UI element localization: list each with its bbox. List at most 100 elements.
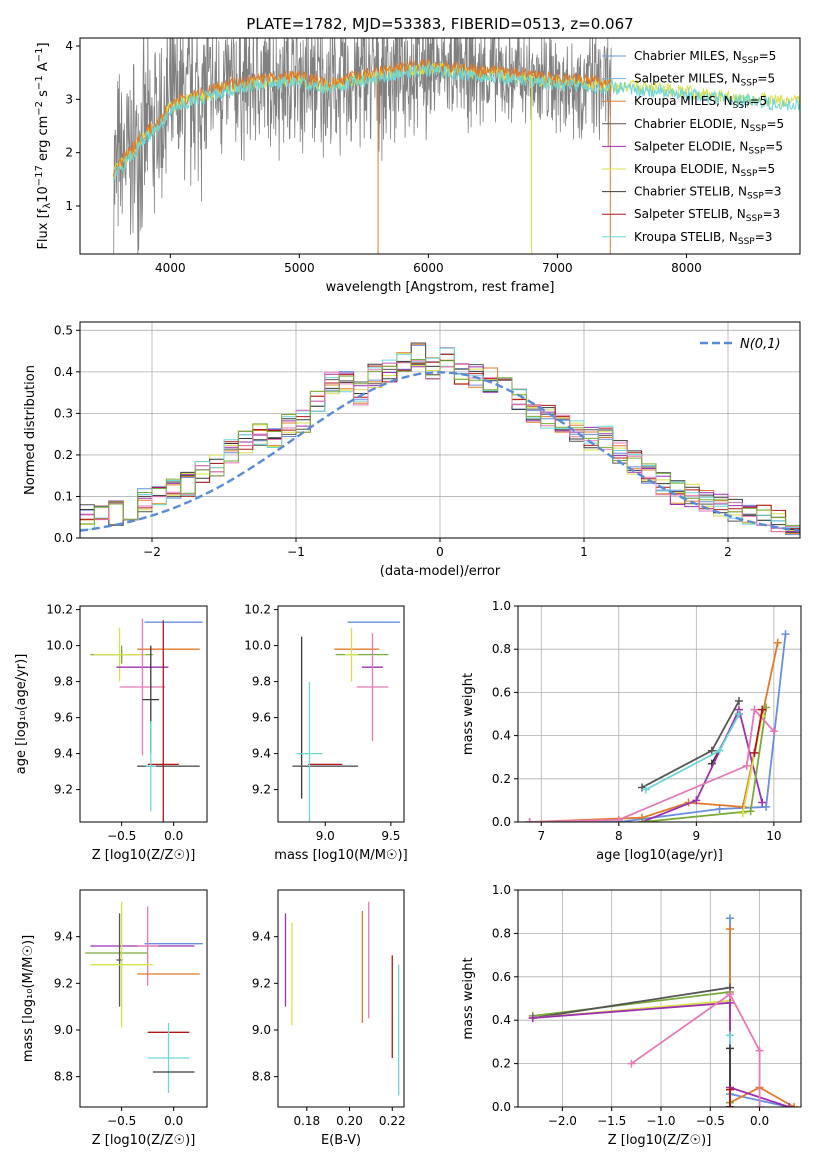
x-tick-label: 2 bbox=[724, 545, 732, 559]
y-tick-label: 4 bbox=[65, 39, 73, 53]
y-tick-label: 9.6 bbox=[252, 711, 271, 725]
axes-frame bbox=[517, 889, 802, 1108]
y-tick-label: 8.8 bbox=[252, 1070, 271, 1084]
mass-weight-marker bbox=[755, 1103, 764, 1107]
y-tick-label: 1.0 bbox=[492, 599, 511, 613]
x-tick-label: −1 bbox=[287, 545, 305, 559]
x-tick-label: 9.0 bbox=[316, 829, 335, 843]
x-tick-label: −0.5 bbox=[696, 1114, 725, 1128]
normal-curve bbox=[80, 371, 800, 532]
mass-weight-marker bbox=[614, 815, 623, 822]
residual-histogram bbox=[80, 342, 800, 533]
spectrum-panel: 4000 5000 6000 7000 8000 1 2 3 4 wavelength [Angs… bbox=[34, 37, 801, 295]
mass-weight-marker bbox=[790, 1103, 799, 1107]
y-tick-label: 10.2 bbox=[244, 603, 271, 617]
model-spectrum bbox=[113, 62, 800, 183]
mass-weight-marker bbox=[692, 796, 701, 805]
x-tick-label: 8 bbox=[615, 829, 623, 843]
legend-entry: Salpeter ELODIE, NSSP=5 bbox=[634, 139, 783, 156]
mass-weight-marker bbox=[726, 925, 735, 934]
plot-area bbox=[528, 914, 799, 1107]
x-axis-label: E(B-V) bbox=[321, 1133, 361, 1148]
residuals-panel: −2 −1 0 1 2 0.0 0.1 0.2 0.3 0.4 0.5 (data-model)/er… bbox=[23, 321, 801, 579]
x-tick-label: −1.5 bbox=[597, 1114, 626, 1128]
mass-weight-marker bbox=[525, 818, 534, 822]
y-axis-label: Normed distribution bbox=[23, 365, 38, 495]
x-tick-label: 6000 bbox=[413, 261, 444, 275]
residual-histogram bbox=[80, 353, 800, 536]
residual-histogram bbox=[80, 343, 800, 535]
mass-weight-marker bbox=[641, 785, 650, 794]
x-tick-label: 8000 bbox=[671, 261, 702, 275]
mass-weight-marker bbox=[734, 697, 743, 706]
x-tick-label: 5000 bbox=[284, 261, 315, 275]
mass-weight-marker bbox=[758, 705, 767, 714]
mass-weight-marker bbox=[738, 809, 747, 818]
mass-weight-line bbox=[630, 992, 761, 1107]
mass-weight-marker bbox=[742, 761, 751, 770]
mass-weight-marker bbox=[528, 1014, 537, 1023]
mass-weight-marker bbox=[715, 746, 724, 755]
mass-weight-line bbox=[529, 707, 775, 822]
y-tick-label: 10.2 bbox=[46, 603, 73, 617]
y-tick-label: 0.4 bbox=[54, 365, 73, 379]
x-axis-label: Z [log10(Z/Z☉)] bbox=[608, 1133, 712, 1148]
y-tick-label: 9.8 bbox=[252, 675, 271, 689]
y-tick-label: 0.1 bbox=[54, 489, 73, 503]
y-tick-label: 9.4 bbox=[252, 930, 271, 944]
mass-weight-line bbox=[729, 929, 795, 1107]
axes-frame bbox=[79, 321, 801, 539]
y-tick-label: 8.8 bbox=[54, 1070, 73, 1084]
y-tick-label: 10.0 bbox=[244, 639, 271, 653]
age_vs_mass-panel: 9.0 9.5 9.2 9.4 9.6 9.8 10.0 10.2 mass [log10(M/… bbox=[244, 603, 407, 863]
y-tick-label: 0.6 bbox=[492, 685, 511, 699]
mass_weight_vs_Z-panel: −2.0 −1.5 −1.0 −0.5 0.0 0.0 0.2 0.4 0.6 0.8 1.0 Z [… bbox=[461, 883, 802, 1148]
legend-entry: Chabrier STELIB, NSSP=3 bbox=[634, 185, 782, 202]
age_vs_Z-panel: −0.5 0.0 9.2 9.4 9.6 9.8 10.0 10.2 Z [log10(Z/Z☉… bbox=[14, 603, 208, 863]
plot-area bbox=[80, 342, 800, 536]
axes-frame bbox=[277, 889, 405, 1108]
legend-entry: Salpeter MILES, NSSP=5 bbox=[634, 72, 775, 89]
y-tick-label: 9.2 bbox=[252, 976, 271, 990]
y-tick-label: 3 bbox=[65, 92, 73, 106]
y-tick-label: 0.0 bbox=[492, 1100, 511, 1114]
mass_vs_Z-panel: −0.5 0.0 8.8 9.0 9.2 9.4 Z [log10(Z/Z☉)] mass [… bbox=[21, 889, 208, 1148]
axes-frame bbox=[517, 605, 802, 823]
x-tick-label: 4000 bbox=[155, 261, 186, 275]
y-tick-label: 0.0 bbox=[54, 531, 73, 545]
y-tick-label: 9.4 bbox=[54, 747, 73, 761]
mass-weight-marker bbox=[726, 998, 735, 1007]
x-tick-label: −0.5 bbox=[107, 1114, 136, 1128]
y-axis-label: mass [log₁₀(M/M☉)] bbox=[21, 935, 36, 1062]
residual-histogram bbox=[80, 347, 800, 530]
legend-entry: Chabrier MILES, NSSP=5 bbox=[634, 49, 776, 66]
x-axis-label: (data-model)/error bbox=[380, 564, 501, 579]
residual-histogram bbox=[80, 360, 800, 533]
x-tick-label: 0 bbox=[436, 545, 444, 559]
axes-frame bbox=[79, 889, 208, 1108]
mass-weight-marker bbox=[746, 807, 755, 816]
y-tick-label: 9.8 bbox=[54, 675, 73, 689]
plot-area bbox=[284, 901, 400, 1096]
y-tick-label: 0.4 bbox=[492, 729, 511, 743]
y-tick-label: 0.5 bbox=[54, 323, 73, 337]
mass-weight-marker bbox=[726, 990, 735, 999]
x-tick-label: −1.0 bbox=[646, 1114, 675, 1128]
legend-entry: Kroupa STELIB, NSSP=3 bbox=[634, 230, 772, 247]
mass-weight-marker bbox=[769, 727, 778, 736]
y-axis-label: mass weight bbox=[461, 957, 476, 1039]
mass-weight-marker bbox=[781, 630, 790, 639]
y-tick-label: 0.4 bbox=[492, 1013, 511, 1027]
residual-histogram bbox=[80, 359, 800, 526]
axes-frame bbox=[277, 605, 405, 823]
axes-frame bbox=[79, 605, 208, 823]
legend-entry: Kroupa ELODIE, NSSP=5 bbox=[634, 162, 775, 179]
y-tick-label: 9.0 bbox=[252, 1023, 271, 1037]
y-tick-label: 2 bbox=[65, 146, 73, 160]
x-tick-label: 1 bbox=[580, 545, 588, 559]
mass-weight-line bbox=[641, 707, 764, 822]
x-tick-label: 0.0 bbox=[750, 1114, 769, 1128]
x-tick-label: −2 bbox=[143, 545, 161, 559]
plot-area bbox=[113, 38, 800, 254]
plot-area bbox=[292, 621, 401, 822]
